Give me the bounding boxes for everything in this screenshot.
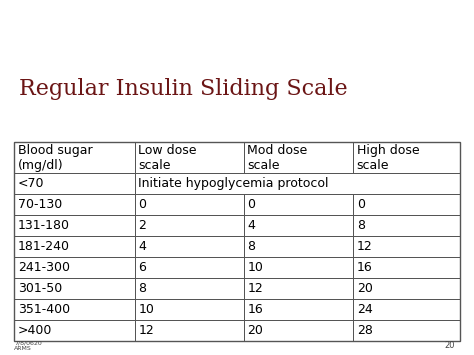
Bar: [14, 142, 460, 341]
Text: Mod dose
scale: Mod dose scale: [247, 144, 308, 172]
Text: 351-400: 351-400: [18, 303, 70, 316]
Bar: [353, 236, 460, 257]
Bar: [14, 142, 135, 173]
Bar: [14, 320, 135, 341]
Text: 131-180: 131-180: [18, 219, 70, 232]
Bar: [353, 142, 460, 173]
Text: Blood sugar
(mg/dl): Blood sugar (mg/dl): [18, 144, 92, 172]
Text: High dose
scale: High dose scale: [356, 144, 419, 172]
Text: 0: 0: [356, 198, 365, 211]
Bar: [135, 299, 244, 320]
Bar: [244, 257, 353, 278]
Bar: [244, 299, 353, 320]
Bar: [244, 320, 353, 341]
Bar: [14, 194, 135, 215]
Text: Low dose
scale: Low dose scale: [138, 144, 197, 172]
Text: 0: 0: [138, 198, 146, 211]
Text: 0: 0: [247, 198, 255, 211]
Bar: [135, 320, 244, 341]
Bar: [353, 299, 460, 320]
Bar: [353, 215, 460, 236]
Text: 8: 8: [356, 219, 365, 232]
Bar: [135, 215, 244, 236]
Bar: [244, 194, 353, 215]
Text: 181-240: 181-240: [18, 240, 70, 253]
Text: 4: 4: [138, 240, 146, 253]
Bar: [135, 194, 244, 215]
Text: <70: <70: [18, 178, 45, 190]
Bar: [244, 142, 353, 173]
Text: 10: 10: [138, 303, 154, 316]
Text: 70-130: 70-130: [18, 198, 62, 211]
Text: Regular Insulin Sliding Scale: Regular Insulin Sliding Scale: [19, 78, 347, 100]
Text: 301-50: 301-50: [18, 282, 62, 295]
Bar: [353, 257, 460, 278]
Bar: [14, 173, 135, 194]
Bar: [135, 142, 244, 173]
Text: 4: 4: [247, 219, 255, 232]
Text: 28: 28: [356, 324, 373, 337]
Bar: [353, 278, 460, 299]
Text: 12: 12: [247, 282, 263, 295]
Bar: [14, 299, 135, 320]
Text: 10: 10: [247, 261, 264, 274]
Bar: [135, 278, 244, 299]
Bar: [14, 236, 135, 257]
Bar: [14, 278, 135, 299]
Bar: [135, 173, 460, 194]
Bar: [353, 320, 460, 341]
Text: 8: 8: [247, 240, 255, 253]
Bar: [244, 236, 353, 257]
Text: 24: 24: [356, 303, 373, 316]
Bar: [353, 194, 460, 215]
Text: 7/8/0620
ARMS: 7/8/0620 ARMS: [14, 341, 42, 351]
Text: 16: 16: [356, 261, 373, 274]
Text: 241-300: 241-300: [18, 261, 70, 274]
Bar: [14, 257, 135, 278]
Text: 8: 8: [138, 282, 146, 295]
Text: 2: 2: [138, 219, 146, 232]
Text: 12: 12: [356, 240, 373, 253]
Bar: [14, 215, 135, 236]
Bar: [244, 215, 353, 236]
Text: 16: 16: [247, 303, 263, 316]
Text: 12: 12: [138, 324, 154, 337]
Bar: [135, 236, 244, 257]
Bar: [135, 257, 244, 278]
Text: 6: 6: [138, 261, 146, 274]
Bar: [244, 278, 353, 299]
Text: 20: 20: [445, 341, 455, 350]
Text: >400: >400: [18, 324, 53, 337]
Text: 20: 20: [356, 282, 373, 295]
Text: 20: 20: [247, 324, 264, 337]
Text: Initiate hypoglycemia protocol: Initiate hypoglycemia protocol: [138, 178, 329, 190]
